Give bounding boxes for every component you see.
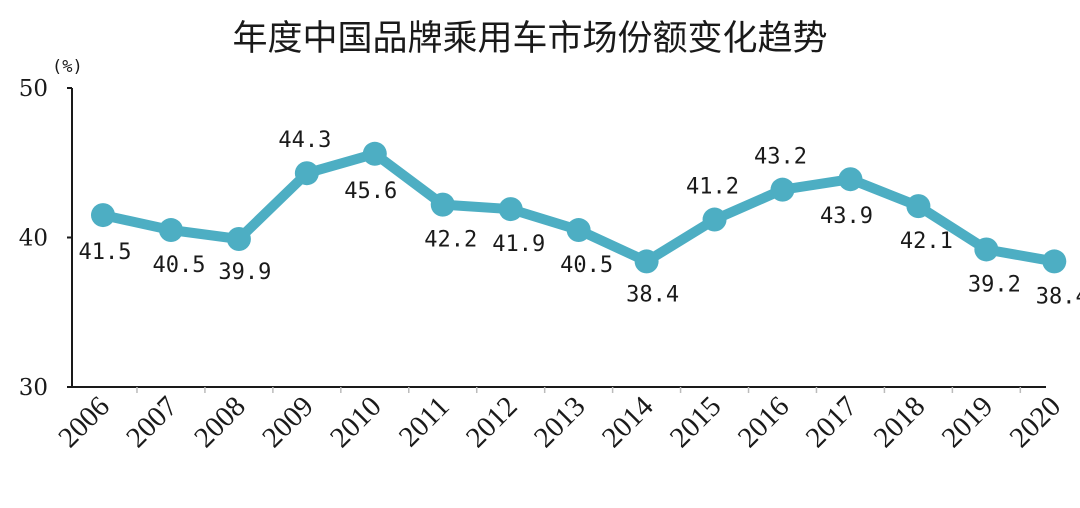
data-point [634, 249, 659, 274]
x-tick-label: 2006 [52, 390, 116, 454]
data-point [566, 218, 591, 243]
data-point [362, 141, 387, 166]
data-point [158, 218, 183, 243]
x-tick-label: 2007 [120, 390, 184, 454]
data-label: 41.5 [79, 240, 132, 265]
data-point [91, 203, 115, 228]
x-axis-tick-labels: 2006 2007 2008 2009 2010 2011 2012 2013 2014 2015… [52, 390, 1067, 454]
data-label: 42.1 [900, 229, 953, 254]
x-tick-label: 2019 [936, 390, 1000, 454]
data-label: 41.2 [686, 175, 739, 200]
data-label: 44.3 [278, 128, 331, 153]
chart-title: 年度中国品牌乘用车市场份额变化趋势 [232, 19, 827, 59]
data-label: 39.2 [968, 272, 1021, 297]
data-label: 39.9 [218, 260, 271, 285]
data-label: 43.9 [820, 204, 873, 229]
data-point [294, 161, 319, 186]
x-tick-label: 2010 [324, 390, 388, 454]
y-tick-label: 50 [19, 76, 48, 102]
data-point [906, 194, 931, 219]
data-label: 41.9 [492, 232, 545, 257]
x-tick-label: 2015 [664, 390, 728, 454]
y-tick-label: 30 [19, 375, 48, 401]
y-tick-label: 40 [19, 226, 48, 252]
data-label: 42.2 [424, 228, 477, 253]
data-label: 43.2 [754, 145, 807, 170]
x-tick-label: 2020 [1004, 390, 1068, 454]
x-tick-label: 2008 [188, 390, 252, 454]
data-points [91, 141, 1067, 274]
data-label: 38.4 [1036, 284, 1080, 309]
x-tick-label: 2016 [732, 390, 796, 454]
data-label: 40.5 [152, 253, 205, 278]
data-label: 40.5 [560, 253, 613, 278]
x-tick-label: 2013 [528, 390, 592, 454]
data-point [702, 207, 727, 232]
x-tick-label: 2014 [596, 390, 660, 454]
data-labels: 41.5 40.5 39.9 44.3 45.6 42.2 41.9 40.5 38.4 41.2… [79, 128, 1080, 309]
x-tick-label: 2017 [800, 390, 864, 454]
x-tick-label: 2011 [393, 390, 456, 453]
data-label: 38.4 [626, 282, 679, 307]
data-point [226, 226, 251, 251]
y-axis-unit-label: (%) [52, 57, 83, 77]
data-label: 45.6 [344, 179, 397, 204]
data-point [770, 177, 795, 202]
y-axis-tick-labels: 30 40 50 [19, 76, 72, 401]
x-axis-tick-marks [136, 387, 1022, 393]
x-tick-label: 2018 [868, 390, 932, 454]
x-tick-label: 2012 [460, 390, 524, 454]
data-point [498, 197, 523, 222]
x-tick-label: 2009 [256, 390, 320, 454]
data-point [430, 192, 455, 217]
data-point [1042, 249, 1067, 274]
data-point [838, 167, 863, 192]
data-point [974, 237, 999, 262]
